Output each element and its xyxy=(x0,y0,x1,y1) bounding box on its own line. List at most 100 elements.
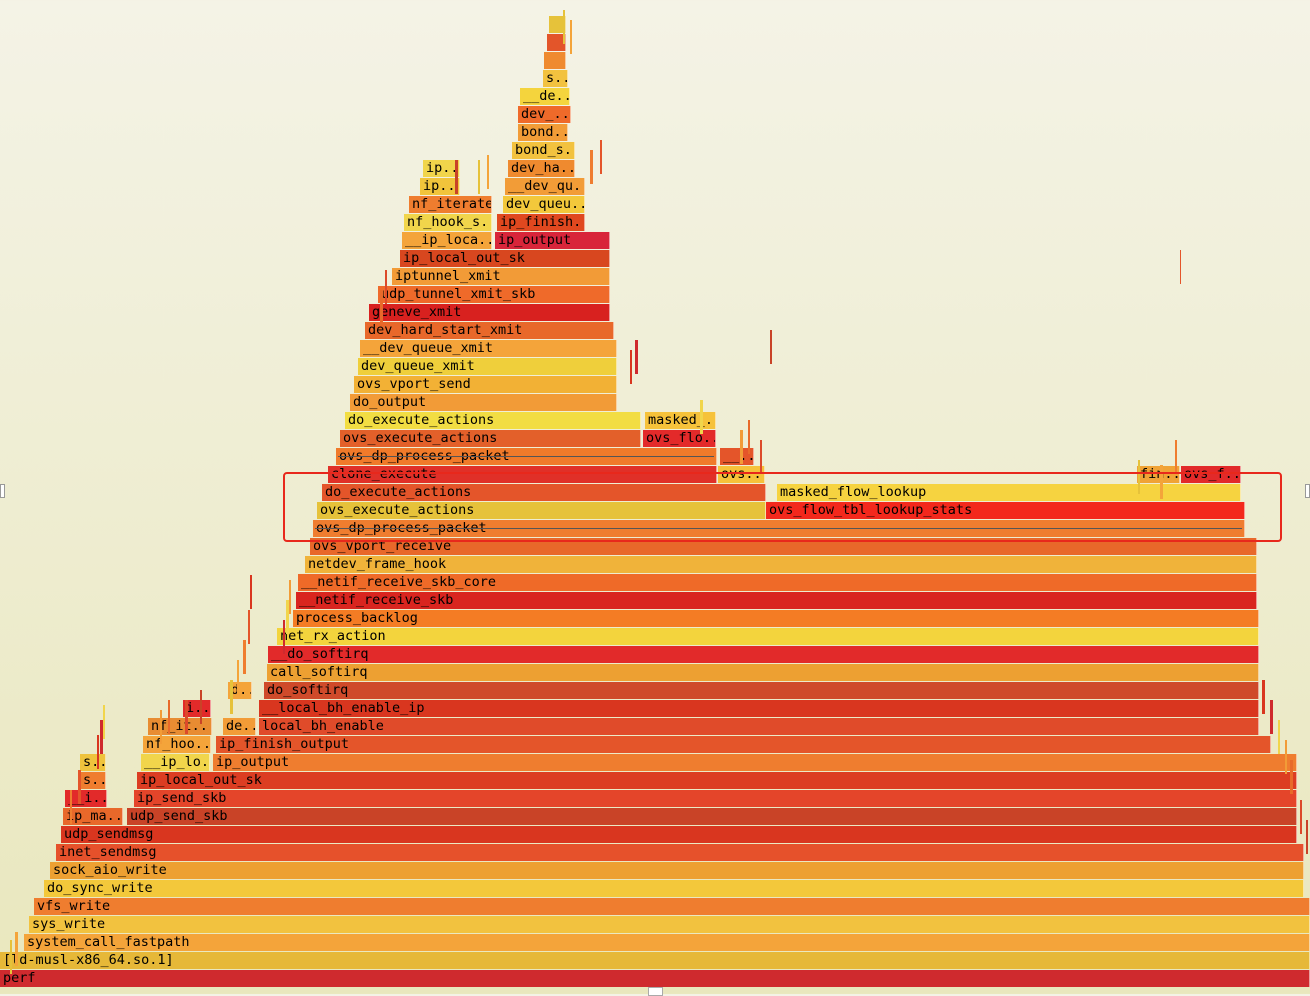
frame-sliver[interactable] xyxy=(563,10,565,44)
frame-s_3[interactable]: s.. xyxy=(543,70,568,87)
frame-fin_1[interactable]: fin.. xyxy=(1137,466,1180,483)
frame-sliver[interactable] xyxy=(630,350,632,384)
frame-vfs_write[interactable]: vfs_write xyxy=(34,898,1310,915)
frame-dev_queue_xmit_high[interactable]: dev_queue_xmit xyxy=(358,358,617,375)
frame-local_bh_enable[interactable]: local_bh_enable xyxy=(259,718,1259,735)
frame-system_call_fastpath[interactable]: system_call_fastpath xyxy=(24,934,1310,951)
frame-__ip_local_out_low[interactable]: __ip_lo.. xyxy=(141,754,210,771)
frame-sliver[interactable] xyxy=(230,680,233,714)
frame-sliver[interactable] xyxy=(1306,820,1308,854)
frame-nf_hook_slow_low[interactable]: nf_hoo.. xyxy=(143,736,211,753)
frame-sliver[interactable] xyxy=(185,700,188,734)
frame-sliver[interactable] xyxy=(1285,740,1287,774)
frame-sliver[interactable] xyxy=(250,575,252,609)
frame-tip_3[interactable] xyxy=(549,16,566,33)
frame-sliver[interactable] xyxy=(248,610,250,644)
frame-dev_2[interactable]: dev_.. xyxy=(518,106,571,123)
frame-s_2[interactable]: s.. xyxy=(80,754,106,771)
frame-sys_write[interactable]: sys_write xyxy=(29,916,1310,933)
frame-ovs_2[interactable]: ovs.. xyxy=(718,466,765,483)
frame-__dev_queue_xmit_high[interactable]: __dev_queue_xmit xyxy=(360,340,617,357)
frame-__local_bh_enable_ip[interactable]: __local_bh_enable_ip xyxy=(259,700,1259,717)
frame-iptunnel_xmit[interactable]: iptunnel_xmit xyxy=(392,268,610,285)
frame-ovs_execute_actions_low[interactable]: ovs_execute_actions xyxy=(317,502,766,519)
frame-sliver[interactable] xyxy=(478,160,480,194)
frame-nf_iterate_high[interactable]: nf_iterate xyxy=(409,196,492,213)
frame-sliver[interactable] xyxy=(385,270,387,304)
frame-net_rx_action[interactable]: net_rx_action xyxy=(277,628,1259,645)
frame-sliver[interactable] xyxy=(760,440,762,474)
frame-sliver[interactable] xyxy=(289,580,291,614)
frame-__netif_receive_skb_core[interactable]: __netif_receive_skb_core xyxy=(298,574,1257,591)
frame-ip_output_low[interactable]: ip_output xyxy=(213,754,1297,771)
frame-sliver[interactable] xyxy=(635,340,638,374)
frame-sliver[interactable] xyxy=(15,932,18,966)
frame-call_softirq[interactable]: call_softirq xyxy=(267,664,1259,681)
frame-tip_2[interactable] xyxy=(547,34,566,51)
frame-udp_send_skb[interactable]: udp_send_skb xyxy=(127,808,1297,825)
frame-sliver[interactable] xyxy=(1290,760,1293,794)
frame-sliver[interactable] xyxy=(100,720,103,754)
frame-clone_execute[interactable]: clone_execute xyxy=(328,466,717,483)
frame-sliver[interactable] xyxy=(103,705,105,739)
frame-i_frag[interactable]: __i.. xyxy=(65,790,107,807)
frame-sliver[interactable] xyxy=(700,400,703,434)
frame-sliver[interactable] xyxy=(160,710,162,744)
frame-sliver[interactable] xyxy=(1180,250,1181,284)
frame-sliver[interactable] xyxy=(1300,800,1302,834)
frame-sliver[interactable] xyxy=(600,140,602,174)
bottom-scroll-handle[interactable] xyxy=(648,987,663,996)
frame-i_2[interactable]: i.. xyxy=(183,700,211,717)
frame-sliver[interactable] xyxy=(748,420,750,454)
frame-nf_iterate_low[interactable]: nf_it.. xyxy=(148,718,212,735)
frame-ip_local_out_sk_low[interactable]: ip_local_out_sk xyxy=(137,772,1297,789)
frame-udp_sendmsg[interactable]: udp_sendmsg xyxy=(61,826,1297,843)
frame-ovs_vport_send[interactable]: ovs_vport_send xyxy=(354,376,617,393)
frame-sliver[interactable] xyxy=(1138,460,1140,494)
left-edge-handle[interactable] xyxy=(0,484,5,498)
frame-sliver[interactable] xyxy=(487,155,489,189)
frame-ovs_vport_receive[interactable]: ovs_vport_receive xyxy=(310,538,1257,555)
frame-do_execute_actions_high[interactable]: do_execute_actions xyxy=(345,412,641,429)
frame-sliver[interactable] xyxy=(770,330,772,364)
frame-sliver[interactable] xyxy=(10,940,12,974)
frame-sliver[interactable] xyxy=(590,150,593,184)
frame-sliver[interactable] xyxy=(243,640,246,674)
frame-udp_tunnel_xmit_skb[interactable]: udp_tunnel_xmit_skb xyxy=(378,286,610,303)
frame-do_softirq_low[interactable]: do_softirq xyxy=(264,682,1259,699)
frame-dev_queu_1[interactable]: dev_queu.. xyxy=(503,196,585,213)
frame-do_output[interactable]: do_output xyxy=(350,394,617,411)
frame-sliver[interactable] xyxy=(283,620,285,654)
frame-dev_hard_start_xmit[interactable]: dev_hard_start_xmit xyxy=(365,322,614,339)
frame-ovs_execute_actions_high[interactable]: ovs_execute_actions xyxy=(340,430,641,447)
frame-bond_s_1[interactable]: bond_s.. xyxy=(512,142,575,159)
frame-sliver[interactable] xyxy=(97,735,99,769)
frame-bond_1[interactable]: bond.. xyxy=(518,124,568,141)
frame-sliver[interactable] xyxy=(78,770,81,804)
frame-geneve_xmit[interactable]: geneve_xmit xyxy=(369,304,610,321)
frame-ld-musl-x86_64.so.1[interactable]: [ld-musl-x86_64.so.1] xyxy=(0,952,1310,969)
frame-sliver[interactable] xyxy=(168,700,170,734)
frame-dev_queue_xmit_low[interactable]: de.. xyxy=(223,718,256,735)
frame-ip_finish_2[interactable]: ip_finish.. xyxy=(497,214,585,231)
frame-sliver[interactable] xyxy=(1278,720,1280,754)
frame-d_1[interactable]: d.. xyxy=(228,682,252,699)
frame-sock_aio_write[interactable]: sock_aio_write xyxy=(50,862,1304,879)
frame-ip_output_high[interactable]: ip_output xyxy=(495,232,610,249)
frame-__netif_receive_skb[interactable]: __netif_receive_skb xyxy=(296,592,1257,609)
frame-ip_local_out_sk_high[interactable]: ip_local_out_sk xyxy=(400,250,610,267)
frame-sliver[interactable] xyxy=(200,690,202,724)
frame-ip_2b[interactable]: ip.. xyxy=(423,160,460,177)
frame-ip_finish_output_low[interactable]: ip_finish_output xyxy=(216,736,1271,753)
frame-process_backlog[interactable]: process_backlog xyxy=(293,610,1259,627)
frame-sliver[interactable] xyxy=(1270,700,1273,734)
frame-ovs_f_1[interactable]: ovs_f.. xyxy=(1181,466,1241,483)
frame-ovs_dp_process_packet_low[interactable]: ovs_dp_process_packet xyxy=(313,520,1245,537)
frame-sliver[interactable] xyxy=(286,600,289,634)
frame-sliver[interactable] xyxy=(70,790,72,824)
frame-inet_sendmsg[interactable]: inet_sendmsg xyxy=(56,844,1304,861)
frame-ip_make_skb[interactable]: ip_ma.. xyxy=(63,808,123,825)
frame-sliver[interactable] xyxy=(740,430,743,464)
frame-nf_hook_slow_high[interactable]: nf_hook_s.. xyxy=(404,214,492,231)
frame-do_execute_actions_mid[interactable]: do_execute_actions xyxy=(322,484,766,501)
